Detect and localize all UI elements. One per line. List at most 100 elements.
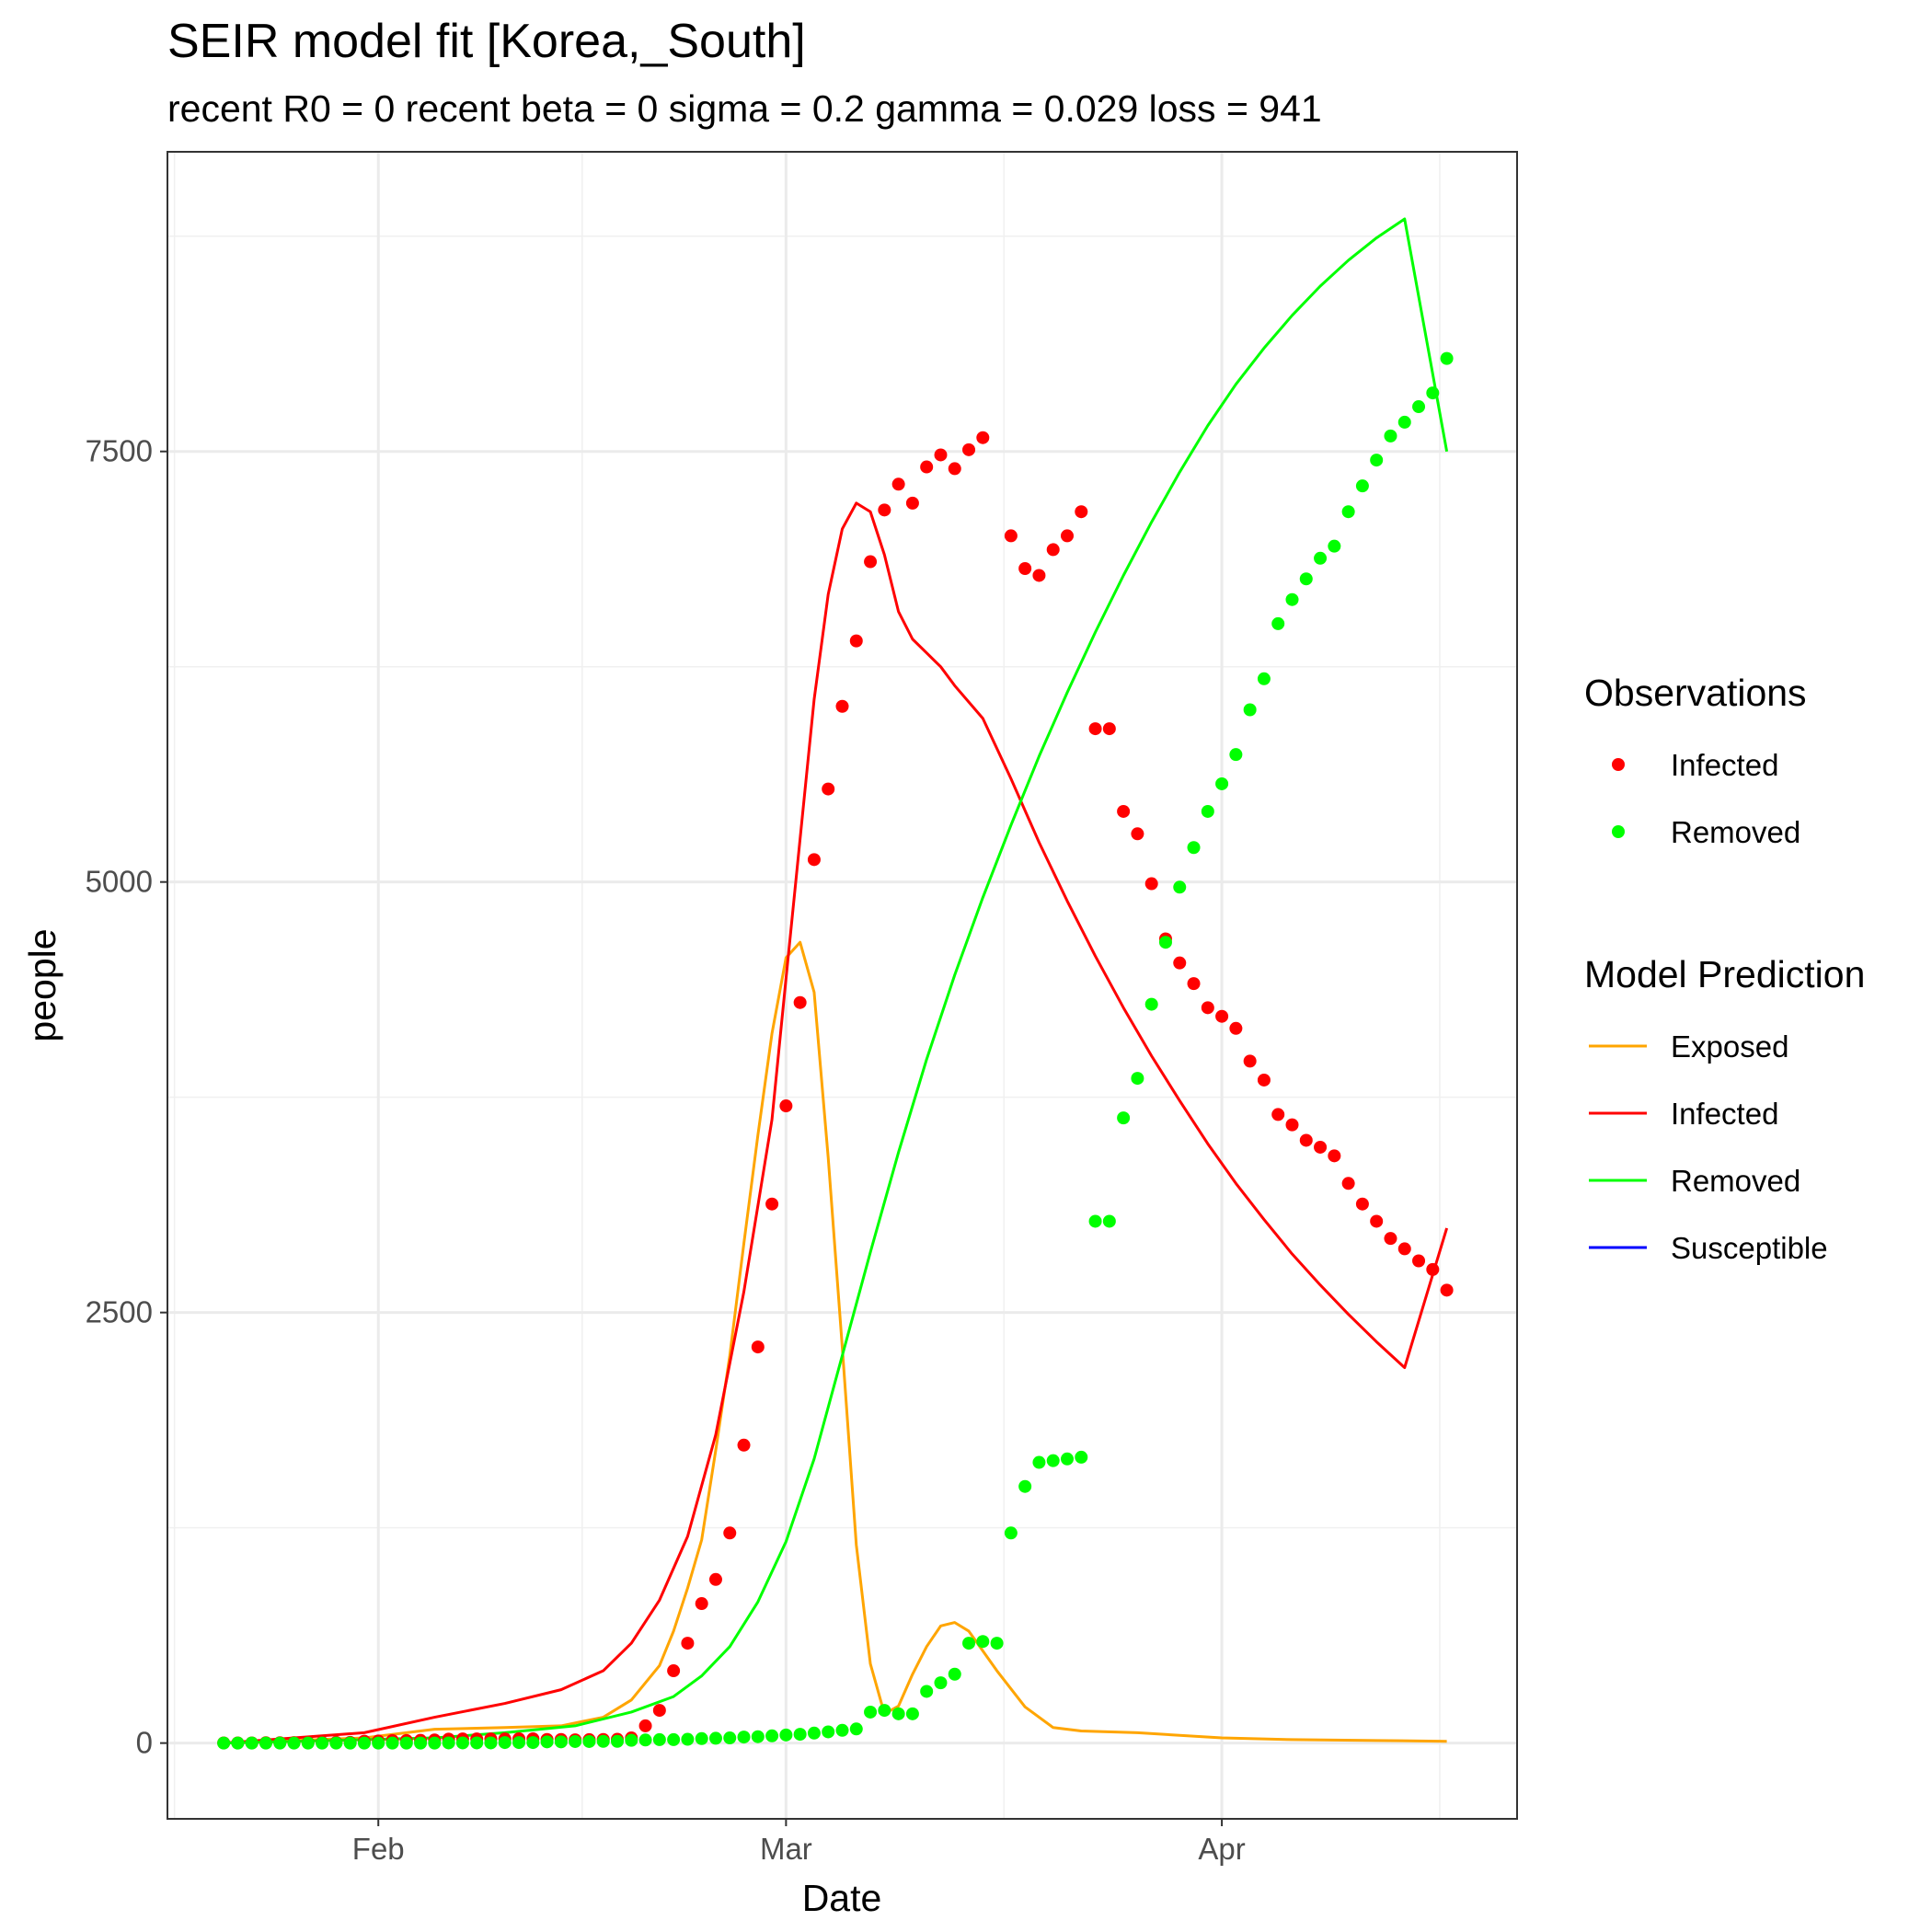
legend-label: Removed bbox=[1671, 815, 1800, 849]
obs-point-infected bbox=[878, 503, 891, 517]
obs-point-infected bbox=[1328, 1149, 1341, 1163]
obs-point-removed bbox=[1370, 454, 1384, 467]
obs-point-removed bbox=[287, 1736, 301, 1750]
obs-point-removed bbox=[807, 1726, 821, 1740]
obs-point-infected bbox=[708, 1572, 722, 1586]
obs-point-removed bbox=[596, 1734, 610, 1748]
obs-point-removed bbox=[723, 1731, 737, 1745]
legend-label: Removed bbox=[1671, 1164, 1800, 1198]
chart-title: SEIR model fit [Korea,_South] bbox=[167, 15, 806, 68]
obs-point-infected bbox=[1173, 956, 1187, 970]
obs-point-removed bbox=[273, 1736, 287, 1750]
y-tick-label: 7500 bbox=[86, 434, 153, 468]
obs-point-removed bbox=[428, 1736, 442, 1750]
obs-point-removed bbox=[1355, 479, 1369, 493]
obs-point-removed bbox=[245, 1736, 259, 1750]
obs-point-removed bbox=[399, 1736, 413, 1750]
points-layer bbox=[217, 351, 1454, 1750]
obs-point-removed bbox=[442, 1736, 455, 1750]
obs-point-removed bbox=[779, 1728, 793, 1742]
obs-point-removed bbox=[1187, 841, 1201, 855]
obs-point-infected bbox=[1384, 1232, 1397, 1246]
obs-point-infected bbox=[779, 1099, 793, 1113]
obs-point-infected bbox=[638, 1719, 652, 1732]
obs-point-removed bbox=[990, 1637, 1004, 1650]
obs-point-removed bbox=[569, 1734, 582, 1748]
obs-point-removed bbox=[1215, 776, 1229, 790]
obs-point-removed bbox=[1426, 386, 1440, 400]
obs-point-removed bbox=[512, 1736, 526, 1750]
obs-point-removed bbox=[737, 1731, 751, 1744]
obs-point-infected bbox=[1201, 1001, 1214, 1015]
obs-point-infected bbox=[1046, 543, 1060, 557]
obs-point-infected bbox=[849, 634, 863, 648]
obs-point-removed bbox=[878, 1704, 891, 1718]
y-tick-label: 5000 bbox=[86, 865, 153, 899]
x-tick-label: Feb bbox=[352, 1832, 405, 1866]
obs-point-infected bbox=[1257, 1073, 1271, 1087]
obs-point-removed bbox=[905, 1707, 919, 1720]
obs-point-infected bbox=[1075, 505, 1088, 519]
obs-point-removed bbox=[667, 1732, 681, 1746]
obs-point-infected bbox=[751, 1340, 765, 1354]
chart-subtitle: recent R0 = 0 recent beta = 0 sigma = 0.… bbox=[167, 87, 1322, 130]
obs-point-infected bbox=[807, 853, 821, 867]
obs-point-infected bbox=[1004, 529, 1018, 543]
axes: 0 2500 5000 7500 Feb Mar Apr bbox=[86, 434, 1246, 1866]
obs-point-infected bbox=[1271, 1108, 1285, 1121]
obs-point-infected bbox=[962, 443, 976, 456]
model-line-removed bbox=[224, 217, 1449, 1745]
legend-key-point bbox=[1612, 825, 1625, 838]
obs-point-infected bbox=[1412, 1254, 1426, 1268]
obs-point-removed bbox=[343, 1736, 357, 1750]
obs-point-removed bbox=[835, 1723, 849, 1737]
obs-point-removed bbox=[1117, 1111, 1131, 1125]
obs-point-infected bbox=[1061, 529, 1074, 543]
legend: Observations Infected Removed Model Predict… bbox=[1584, 672, 1865, 1265]
obs-point-removed bbox=[1131, 1072, 1144, 1086]
obs-point-removed bbox=[470, 1736, 484, 1750]
obs-point-infected bbox=[667, 1664, 681, 1678]
obs-point-infected bbox=[1370, 1214, 1384, 1228]
obs-point-infected bbox=[905, 496, 919, 510]
obs-point-infected bbox=[723, 1526, 737, 1540]
legend-label: Susceptible bbox=[1671, 1231, 1828, 1265]
obs-point-removed bbox=[259, 1736, 272, 1750]
obs-point-infected bbox=[1088, 722, 1102, 736]
obs-point-removed bbox=[1341, 505, 1355, 519]
obs-point-removed bbox=[329, 1736, 343, 1750]
obs-point-removed bbox=[526, 1736, 540, 1750]
obs-point-removed bbox=[582, 1734, 596, 1748]
obs-point-removed bbox=[1257, 672, 1271, 685]
obs-point-infected bbox=[891, 477, 905, 491]
obs-point-removed bbox=[976, 1635, 990, 1649]
obs-point-infected bbox=[1215, 1009, 1229, 1023]
obs-point-infected bbox=[835, 699, 849, 713]
obs-point-removed bbox=[708, 1731, 722, 1745]
legend-label: Infected bbox=[1671, 1097, 1778, 1131]
obs-point-infected bbox=[1426, 1262, 1440, 1276]
obs-point-infected bbox=[822, 782, 835, 796]
legend-key-point bbox=[1612, 758, 1625, 771]
obs-point-removed bbox=[1032, 1455, 1046, 1469]
obs-point-removed bbox=[1018, 1479, 1032, 1493]
obs-point-infected bbox=[934, 448, 948, 462]
obs-point-infected bbox=[765, 1197, 779, 1211]
obs-point-removed bbox=[316, 1736, 329, 1750]
obs-point-removed bbox=[1440, 351, 1454, 365]
obs-point-removed bbox=[455, 1736, 469, 1750]
x-axis-title: Date bbox=[802, 1877, 882, 1919]
obs-point-removed bbox=[1328, 539, 1341, 553]
obs-point-removed bbox=[1229, 748, 1243, 762]
y-tick-label: 0 bbox=[136, 1726, 153, 1760]
obs-point-infected bbox=[1243, 1054, 1257, 1068]
legend-label: Exposed bbox=[1671, 1029, 1788, 1064]
obs-point-infected bbox=[1018, 562, 1032, 575]
obs-point-removed bbox=[540, 1735, 554, 1749]
obs-point-removed bbox=[948, 1667, 961, 1681]
y-axis-title: people bbox=[21, 928, 63, 1041]
obs-point-removed bbox=[217, 1736, 231, 1750]
obs-point-removed bbox=[1412, 400, 1426, 414]
obs-point-removed bbox=[357, 1736, 371, 1750]
obs-point-infected bbox=[1131, 827, 1144, 841]
